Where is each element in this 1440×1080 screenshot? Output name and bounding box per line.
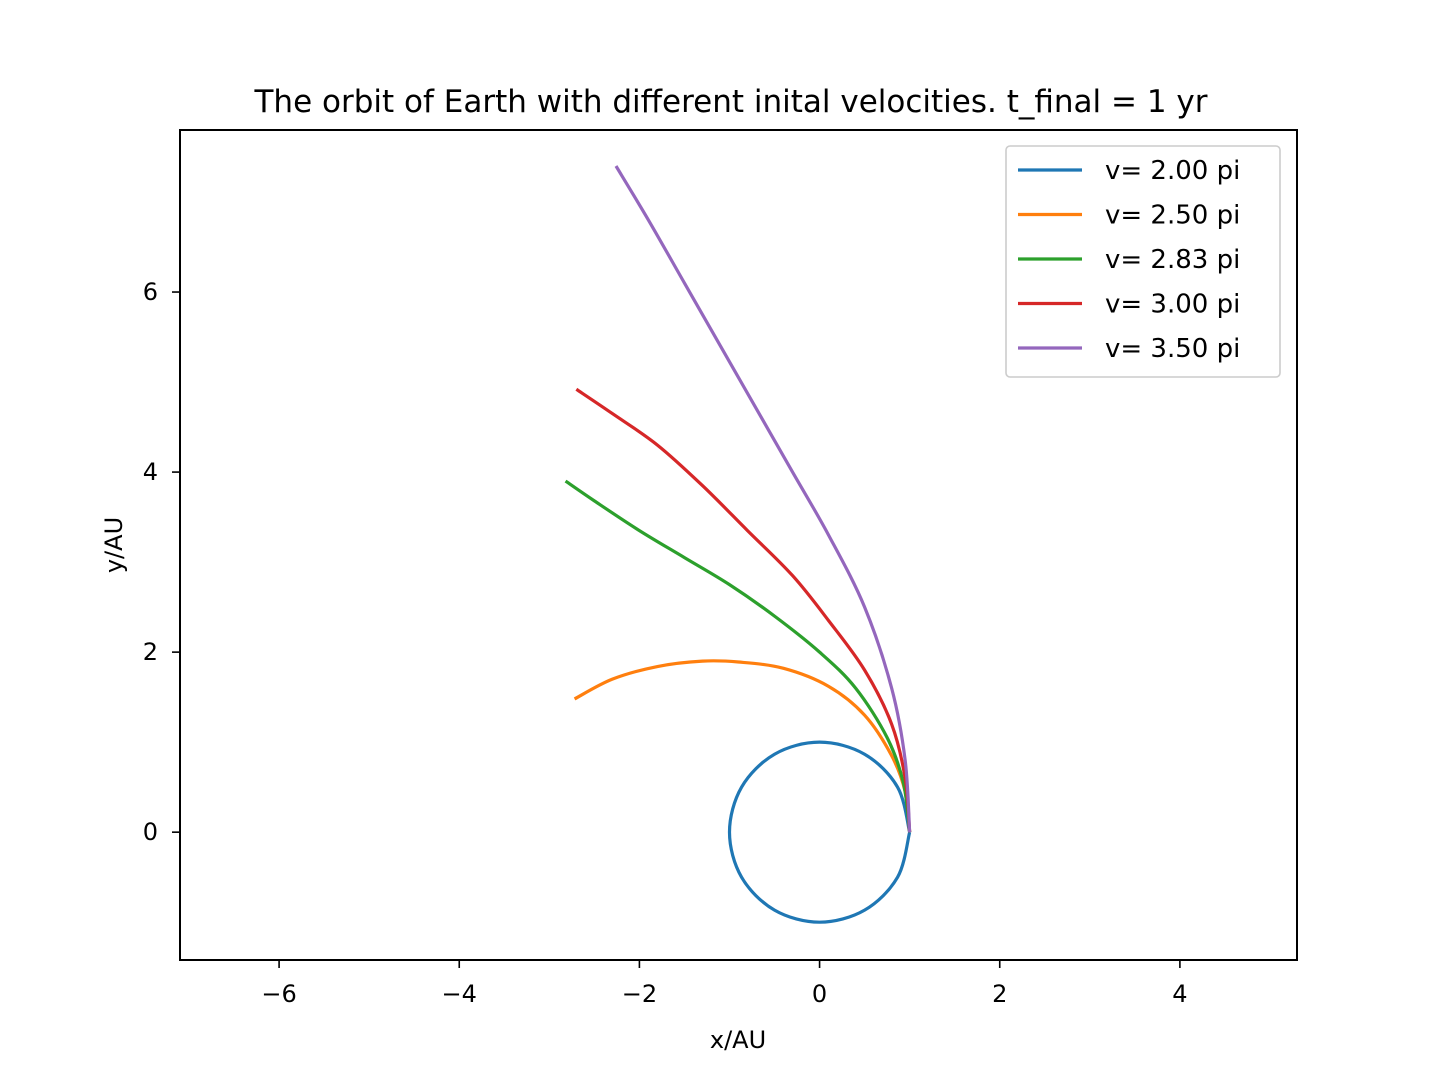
- legend-entry-label: v= 3.00 pi: [1105, 290, 1240, 320]
- series-line-2: [564, 479, 912, 833]
- x-axis: −6 −4 −2 0 2 4: [261, 960, 1188, 1008]
- chart-title: The orbit of Earth with different inital…: [253, 84, 1207, 120]
- series-line-0: [727, 740, 912, 924]
- x-tick-label: −4: [442, 980, 477, 1008]
- y-axis-label: y/AU: [100, 517, 128, 573]
- x-tick-label: −2: [622, 980, 657, 1008]
- x-tick-label: 4: [1172, 980, 1187, 1008]
- x-tick-label: 0: [812, 980, 827, 1008]
- y-axis: 0 2 4 6: [143, 278, 180, 846]
- series-line-4: [614, 165, 912, 833]
- legend-entry-label: v= 2.00 pi: [1105, 156, 1240, 186]
- y-tick-label: 6: [143, 278, 158, 306]
- legend-entry-label: v= 2.83 pi: [1105, 245, 1240, 275]
- y-tick-label: 4: [143, 458, 158, 486]
- y-tick-label: 2: [143, 638, 158, 666]
- series-line-1: [573, 659, 912, 833]
- series-layer: [564, 165, 912, 924]
- x-tick-label: 2: [992, 980, 1007, 1008]
- plot-frame: [179, 129, 1298, 961]
- series-line-3: [575, 387, 912, 833]
- legend-box: [1005, 145, 1281, 378]
- legend-entry-label: v= 3.50 pi: [1105, 334, 1240, 364]
- x-tick-label: −6: [261, 980, 296, 1008]
- y-tick-label: 0: [143, 818, 158, 846]
- x-axis-label: x/AU: [710, 1026, 766, 1054]
- plot-area: [179, 129, 1298, 961]
- legend: v= 2.00 pi v= 2.50 pi v= 2.83 pi v= 3.00 pi…: [1005, 145, 1281, 378]
- legend-entry-label: v= 2.50 pi: [1105, 201, 1240, 231]
